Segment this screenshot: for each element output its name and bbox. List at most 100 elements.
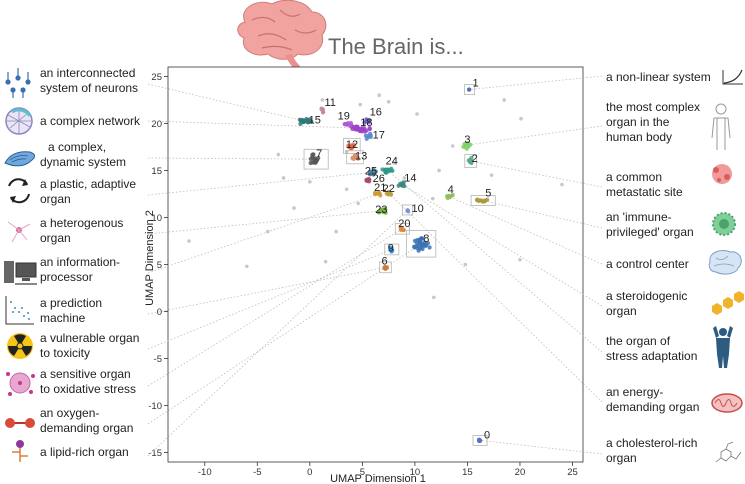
x-tick-label: 25: [567, 467, 578, 478]
heterogenous-cell-icon: [7, 221, 31, 243]
cluster-label-17: 17: [373, 130, 385, 142]
cluster-box-20: [394, 222, 410, 235]
point-cluster-25: [371, 172, 376, 177]
cluster-label-22: 22: [383, 183, 395, 195]
point-cluster-12: [346, 143, 351, 148]
x-tick-label: -10: [198, 467, 212, 478]
lipid-icon: [12, 440, 28, 462]
outlier-point: [402, 176, 407, 180]
cluster-box-6: [379, 261, 392, 274]
cluster-label-20: 20: [398, 218, 410, 230]
cluster-label-5: 5: [485, 188, 491, 200]
stressed-person-icon: [713, 326, 733, 368]
annotation-heterogenous: a heterogenous organ: [7, 216, 123, 245]
outlier-point: [187, 239, 191, 243]
label-vulnerable-line2: to toxicity: [40, 346, 90, 360]
point-cluster-7: [311, 157, 316, 162]
label-processor-line1: an information-: [40, 255, 120, 269]
point-cluster-21: [377, 190, 382, 196]
point-cluster-23: [383, 210, 388, 215]
leader-line-23: [147, 210, 382, 235]
outlier-point: [276, 152, 281, 157]
label-plastic-line2: organ: [40, 192, 71, 206]
point-cluster-20: [398, 227, 404, 233]
label-oxygen-line2: demanding organ: [40, 421, 133, 435]
cluster-label-23: 23: [375, 204, 387, 216]
leader-line-0: [479, 439, 603, 455]
label-stress-line2: stress adaptation: [606, 349, 697, 363]
y-tick-label: 0: [157, 307, 162, 318]
point-cluster-8: [419, 236, 424, 241]
label-complex-organ-line3: human body: [606, 130, 672, 144]
x-axis-label: UMAP Dimension 1: [330, 473, 426, 484]
outlier-point: [281, 176, 286, 180]
cluster-box-1: [464, 84, 475, 95]
point-cluster-18: [355, 124, 360, 130]
annotation-lipid: a lipid-rich organ: [12, 440, 129, 462]
leader-line-7: [147, 157, 317, 160]
point-cluster-14: [396, 183, 401, 188]
y-tick-label: -15: [148, 448, 162, 459]
y-tick-label: 20: [151, 119, 162, 130]
outlier-point: [489, 173, 494, 177]
y-tick-label: 15: [151, 166, 162, 177]
point-cluster-8: [412, 245, 417, 250]
annotation-nonlinear: a non-linear system: [606, 69, 743, 85]
leader-line-20: [147, 228, 403, 387]
cholesterol-molecule-icon: [715, 441, 742, 463]
point-cluster-23: [379, 209, 384, 214]
label-oxygen-line1: an oxygen-: [40, 406, 99, 420]
point-cluster-8: [420, 246, 425, 252]
label-vulnerable-line1: a vulnerable organ: [40, 331, 139, 345]
point-cluster-14: [400, 183, 405, 188]
outlier-point: [358, 102, 363, 107]
point-cluster-23: [382, 206, 387, 212]
annotation-neurons: an interconnected system of neurons: [5, 66, 138, 98]
mitochondria-icon: [711, 393, 743, 413]
label-heterogenous-line1: a heterogenous: [40, 216, 123, 230]
nonlinear-curve-icon: [722, 69, 743, 85]
y-axis-label: UMAP Dimension 2: [144, 210, 156, 306]
point-cluster-18: [362, 129, 367, 134]
label-cholesterol-line1: a cholesterol-rich: [606, 436, 697, 450]
annotation-network: a complex network: [5, 107, 141, 135]
label-metastatic-line1: a common: [606, 170, 662, 184]
x-tick-label: 0: [307, 467, 312, 478]
outlier-point: [386, 99, 391, 104]
annotation-complex-organ: the most complex organ in the human body: [606, 100, 731, 150]
leader-line-5: [483, 200, 603, 229]
data-points: [187, 84, 564, 446]
point-cluster-9: [389, 247, 394, 253]
point-cluster-24: [390, 168, 395, 173]
leader-line-14: [402, 184, 603, 307]
label-prediction-line1: a prediction: [40, 296, 102, 310]
leader-line-22: [388, 192, 603, 403]
annotation-prediction: a prediction machine: [5, 296, 102, 325]
cluster-box-0: [472, 434, 488, 446]
x-tick-label: 10: [410, 467, 421, 478]
point-cluster-15: [298, 121, 303, 126]
outlier-point: [377, 93, 381, 98]
y-tick-label: -5: [154, 354, 162, 365]
label-energy-line2: demanding organ: [606, 400, 699, 414]
annotation-oxidative: a sensitive organ to oxidative stress: [6, 367, 136, 396]
label-complex-organ-line1: the most complex: [606, 100, 700, 114]
computer-icon: [4, 261, 37, 285]
cluster-label-0: 0: [484, 429, 490, 441]
leader-line-10: [147, 209, 408, 457]
point-cluster-8: [416, 248, 421, 253]
point-cluster-13: [354, 153, 359, 159]
point-cluster-17: [365, 134, 370, 139]
cluster-box-8: [406, 230, 437, 258]
outlier-point: [292, 206, 296, 210]
point-cluster-8: [420, 243, 425, 248]
point-cluster-2: [468, 157, 473, 162]
left-annotations: an interconnected system of neurons a co…: [4, 66, 141, 462]
point-cluster-8: [427, 245, 432, 250]
label-immune-line1: an 'immune-: [606, 210, 672, 224]
figure-title: The Brain is...: [328, 34, 464, 59]
y-tick-label: 10: [151, 213, 162, 224]
